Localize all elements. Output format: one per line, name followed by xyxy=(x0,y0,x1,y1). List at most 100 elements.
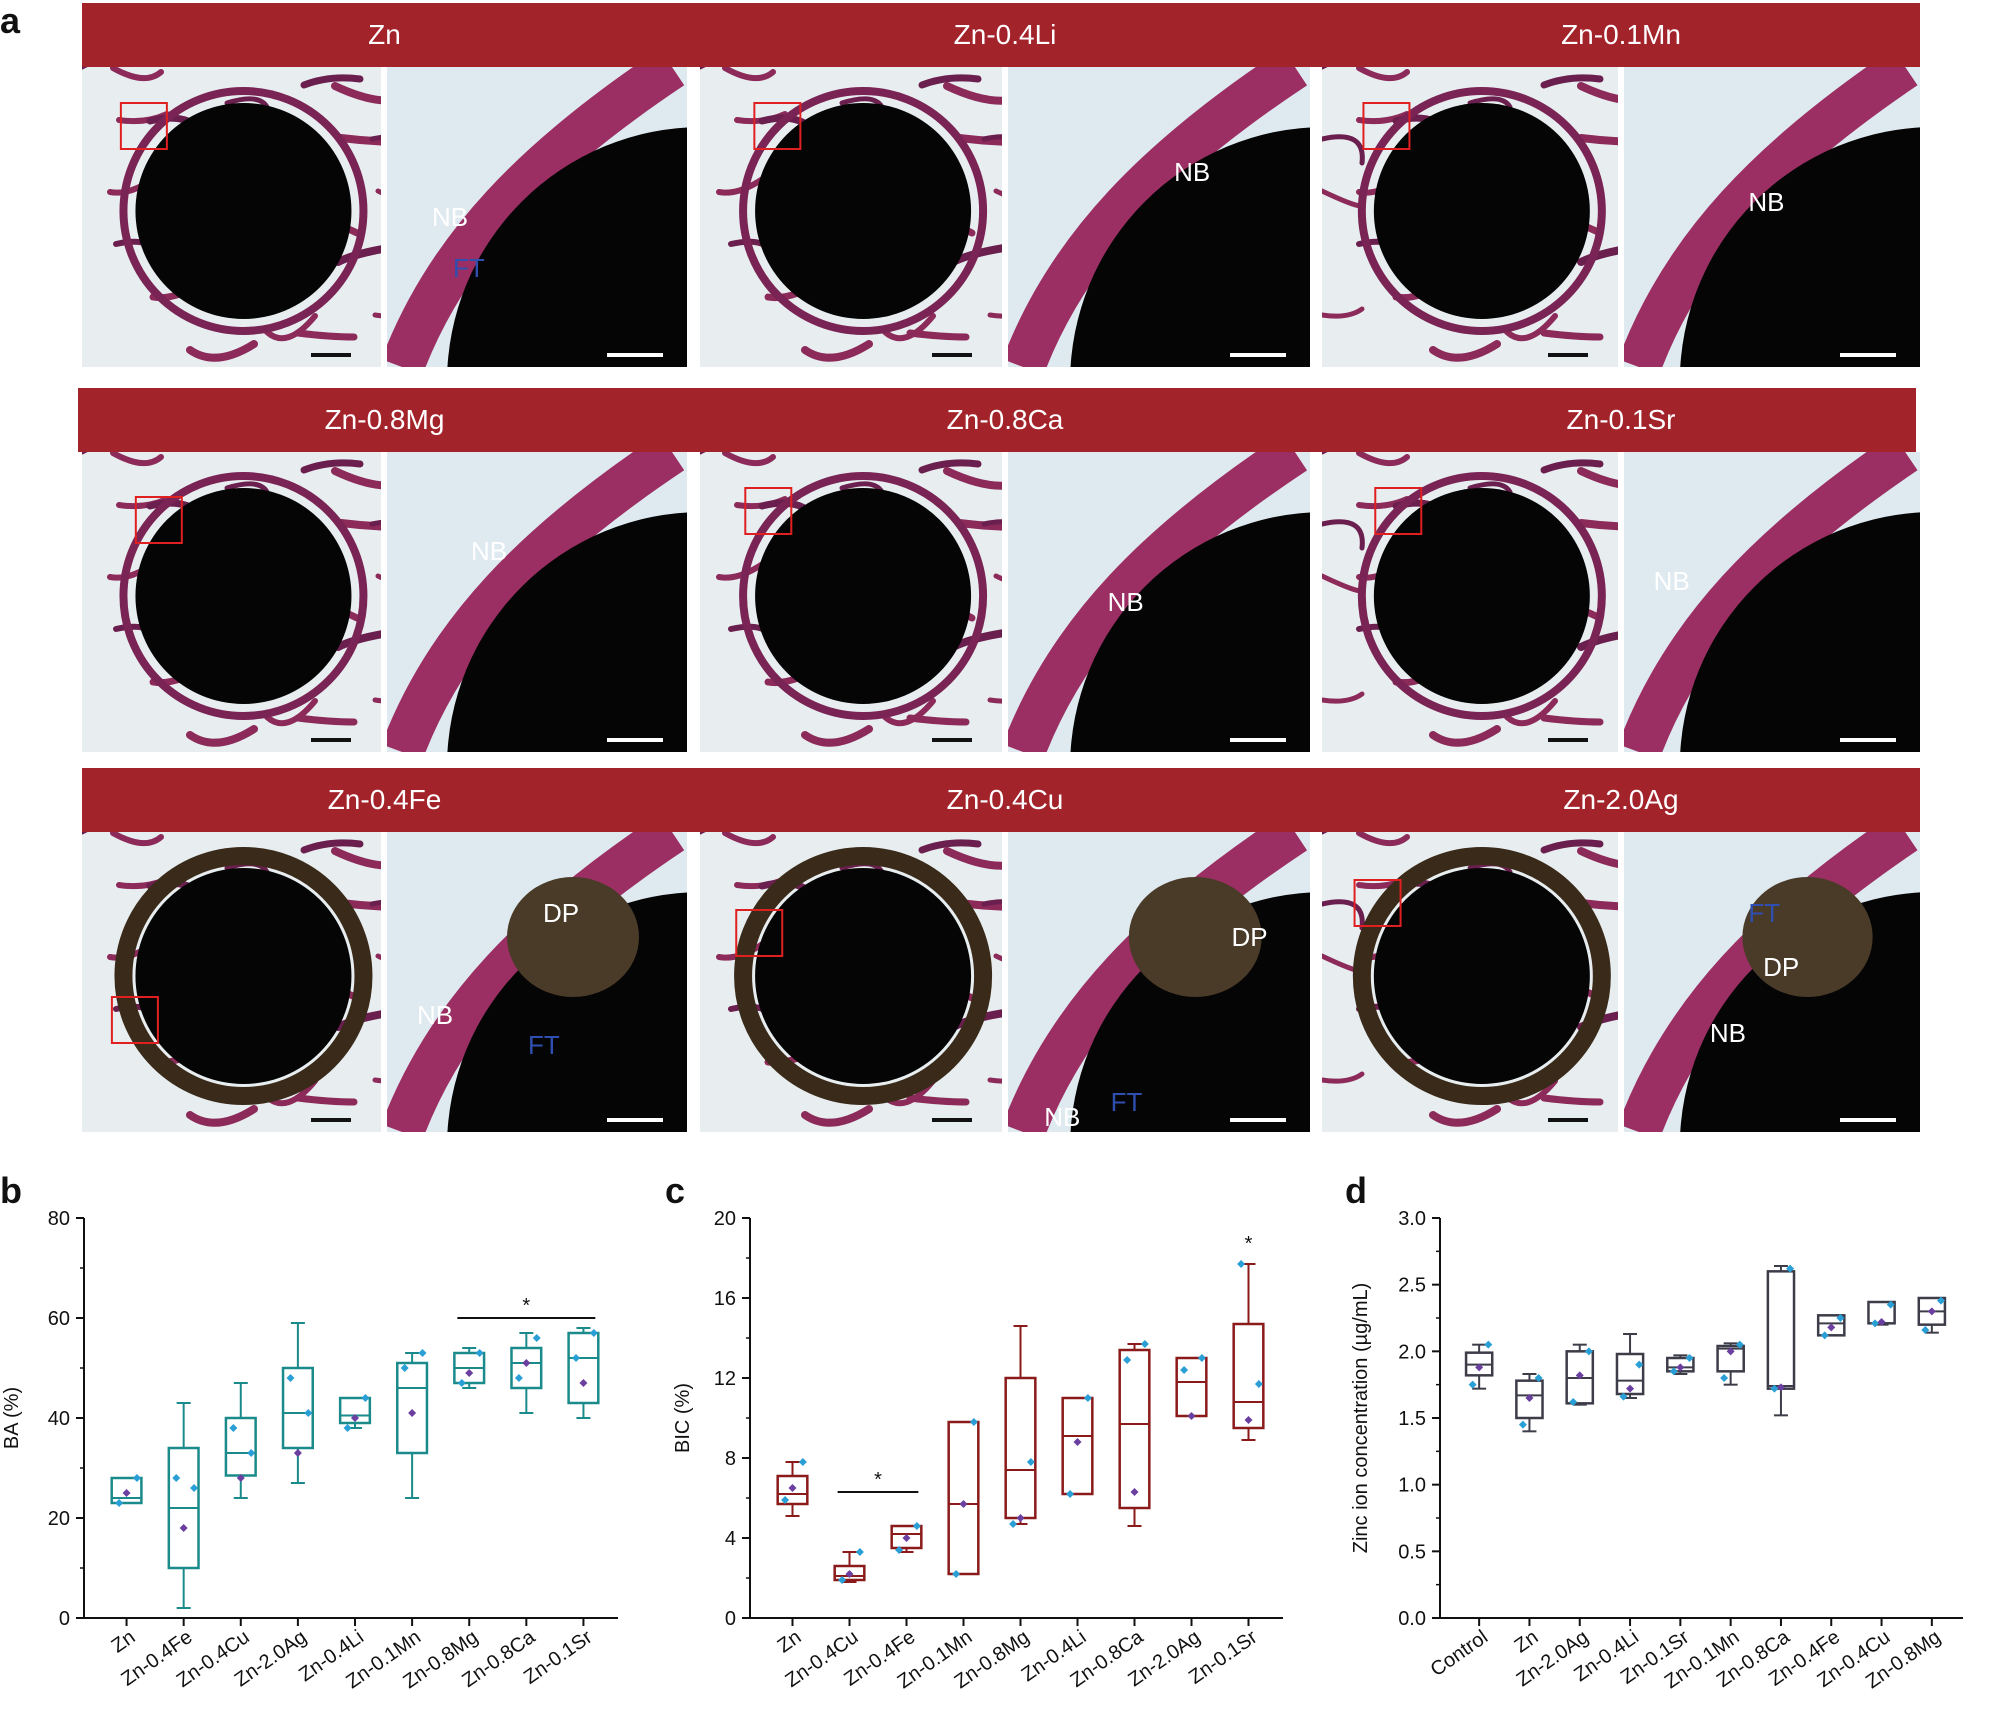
box-8 xyxy=(1232,1260,1265,1441)
chart-b: BA (%) 0 20 40 60 80 Zn Zn-0.4Fe Zn-0.4Cu Zn-2.0A… xyxy=(0,1180,640,1714)
point-5-0 xyxy=(1083,1394,1092,1402)
tissue-label-5-0: NB xyxy=(1653,566,1690,596)
scale-bar-overview-7 xyxy=(932,1118,972,1122)
tissue-label-6-2: FT xyxy=(528,1030,560,1060)
box-rect-2 xyxy=(890,1524,923,1550)
box-rect-1 xyxy=(833,1564,866,1582)
box-rect-0 xyxy=(776,1474,809,1506)
y-tick-label-1: 0.5 xyxy=(1398,1541,1426,1563)
point-2-0 xyxy=(247,1449,256,1457)
scale-bar-overview-1 xyxy=(932,353,972,357)
point-3-1 xyxy=(1626,1384,1635,1393)
point-1-2 xyxy=(1518,1420,1527,1429)
point-0-2 xyxy=(115,1499,124,1507)
panel-letter-d: d xyxy=(1345,1170,1367,1211)
scale-bar-zoom-6 xyxy=(607,1118,663,1122)
point-9-2 xyxy=(1921,1326,1930,1334)
point-8-0 xyxy=(1886,1300,1895,1309)
x-tick-label-0: Zn xyxy=(774,1626,806,1657)
box-6 xyxy=(1766,1264,1796,1417)
point-0-1 xyxy=(788,1484,797,1492)
micrograph-title-1: Zn-0.4Li xyxy=(953,19,1057,50)
tissue-label-6-1: NB xyxy=(417,1000,454,1030)
point-3-1 xyxy=(959,1500,968,1508)
point-7-2 xyxy=(1820,1331,1829,1340)
point-9-1 xyxy=(1927,1307,1936,1316)
point-1-0 xyxy=(855,1548,864,1556)
point-3-1 xyxy=(293,1449,302,1457)
point-1-0 xyxy=(190,1484,199,1492)
y-tick-label-3: 1.5 xyxy=(1398,1408,1426,1430)
y-tick-label-0: 0 xyxy=(59,1608,70,1630)
box-0 xyxy=(1464,1340,1494,1390)
micrograph-zoom-4 xyxy=(1008,452,1310,752)
y-tick-label-3: 60 xyxy=(48,1308,70,1330)
point-1-2 xyxy=(838,1576,847,1584)
point-5-0 xyxy=(418,1349,427,1357)
scale-bar-zoom-5 xyxy=(1840,738,1896,742)
point-0-2 xyxy=(781,1496,790,1504)
box-5 xyxy=(396,1349,429,1499)
micrograph-overview-1 xyxy=(700,67,1002,367)
row-bar-2 xyxy=(78,388,1916,452)
point-3-2 xyxy=(286,1374,295,1382)
point-4-2 xyxy=(1009,1520,1018,1528)
tissue-label-7-1: NB xyxy=(1044,1102,1081,1132)
row-bar-3 xyxy=(82,768,1920,832)
point-2-2 xyxy=(895,1546,904,1554)
point-3-0 xyxy=(969,1418,978,1426)
tissue-label-0-1: FT xyxy=(453,253,485,283)
point-6-0 xyxy=(475,1349,484,1357)
point-3-2 xyxy=(952,1570,961,1578)
box-1 xyxy=(833,1548,866,1584)
point-5-1 xyxy=(1073,1438,1082,1446)
tissue-label-8-1: DP xyxy=(1763,952,1800,982)
tissue-label-7-2: FT xyxy=(1110,1087,1143,1117)
box-7 xyxy=(1816,1314,1846,1340)
point-8-2 xyxy=(1237,1260,1246,1268)
micrograph-title-6: Zn-0.4Fe xyxy=(327,784,442,815)
point-2-2 xyxy=(229,1424,238,1432)
scale-bar-zoom-1 xyxy=(1230,353,1286,357)
point-0-1 xyxy=(122,1489,131,1497)
point-1-1 xyxy=(845,1570,854,1578)
point-0-1 xyxy=(1475,1363,1484,1372)
box-rect-4 xyxy=(1666,1356,1695,1373)
box-2 xyxy=(224,1382,257,1499)
box-2 xyxy=(890,1522,923,1554)
micrograph-overview-7 xyxy=(700,832,1002,1132)
micrograph-title-3: Zn-0.8Mg xyxy=(324,404,445,435)
micrograph-overview-0 xyxy=(82,67,381,367)
box-8 xyxy=(1867,1300,1896,1328)
point-2-1 xyxy=(236,1474,245,1482)
y-tick-label-2: 8 xyxy=(725,1448,736,1470)
box-0 xyxy=(776,1458,809,1517)
y-tick-label-2: 1.0 xyxy=(1398,1475,1426,1497)
scale-bar-overview-0 xyxy=(311,353,351,357)
y-axis-label: Zinc ion concentration (µg/mL) xyxy=(1350,1283,1372,1554)
box-8 xyxy=(567,1327,600,1419)
micrograph-overview-8 xyxy=(1322,832,1618,1132)
scale-bar-overview-3 xyxy=(311,738,351,742)
micrograph-overview-4 xyxy=(700,452,1002,752)
point-1-1 xyxy=(1525,1394,1534,1402)
point-7-0 xyxy=(1836,1314,1845,1322)
point-6-0 xyxy=(1140,1340,1149,1348)
point-8-1 xyxy=(1877,1318,1886,1326)
y-tick-label-3: 12 xyxy=(714,1368,736,1390)
box-7 xyxy=(510,1332,543,1414)
point-1-0 xyxy=(1534,1374,1543,1382)
box-4 xyxy=(1004,1325,1037,1528)
tissue-label-8-2: NB xyxy=(1709,1018,1746,1048)
tissue-label-2-0: NB xyxy=(1748,187,1785,217)
micrograph-overview-2 xyxy=(1322,67,1618,367)
scale-bar-overview-5 xyxy=(1548,738,1588,742)
box-rect-3 xyxy=(281,1366,314,1450)
point-8-0 xyxy=(1254,1380,1263,1388)
y-tick-label-4: 80 xyxy=(48,1208,70,1230)
box-rect-8 xyxy=(1232,1322,1265,1430)
box-rect-8 xyxy=(567,1331,600,1405)
micrograph-overview-5 xyxy=(1322,452,1618,752)
x-tick-label-0: Control xyxy=(1427,1626,1492,1681)
panel-letter-b: b xyxy=(0,1170,22,1211)
